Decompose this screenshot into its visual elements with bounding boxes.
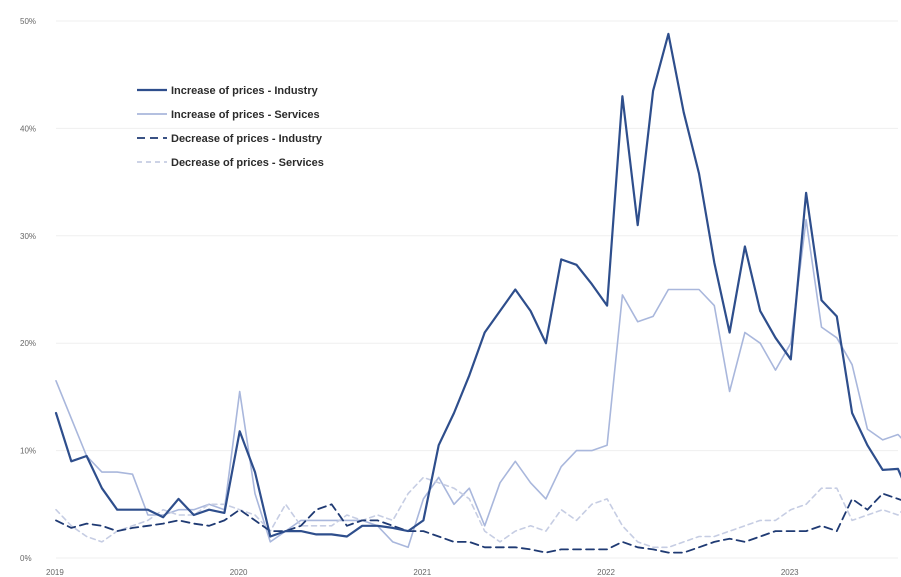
- x-tick-label: 2019: [46, 568, 64, 577]
- y-tick-label: 30%: [20, 232, 36, 241]
- x-tick-label: 2021: [413, 568, 431, 577]
- y-axis-ticks: 0% 10% 20% 30% 40% 50%: [20, 17, 36, 563]
- gridlines: [56, 20, 898, 559]
- series-line-2: [55, 218, 901, 549]
- legend: Increase of prices - Industry Increase of…: [137, 85, 324, 169]
- x-axis-ticks: 2019 2020 2021 2022 2023: [46, 568, 799, 577]
- y-tick-label: 10%: [20, 447, 36, 456]
- x-tick-label: 2020: [230, 568, 248, 577]
- legend-label: Decrease of prices - Services: [171, 157, 324, 169]
- series-line-4: [55, 476, 901, 549]
- y-tick-label: 20%: [20, 339, 36, 348]
- series-line-3: [55, 492, 901, 554]
- x-tick-label: 2022: [597, 568, 615, 577]
- y-tick-label: 0%: [20, 554, 32, 563]
- y-tick-label: 50%: [20, 17, 36, 26]
- y-tick-label: 40%: [20, 124, 36, 133]
- legend-label: Decrease of prices - Industry: [171, 133, 323, 145]
- series-line-1: [54, 32, 901, 538]
- legend-label: Increase of prices - Services: [171, 109, 320, 121]
- legend-label: Increase of prices - Industry: [171, 85, 319, 97]
- series-lines: [54, 32, 901, 554]
- x-tick-label: 2023: [781, 568, 799, 577]
